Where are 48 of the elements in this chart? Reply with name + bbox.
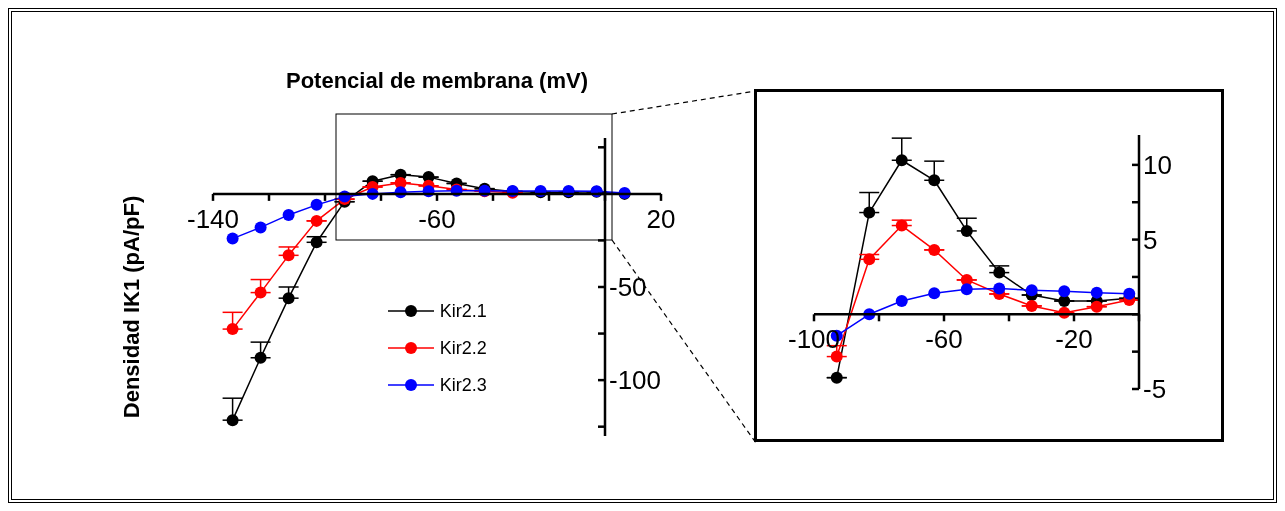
point <box>254 286 267 299</box>
point <box>830 371 843 384</box>
point <box>310 236 323 249</box>
point <box>310 198 323 211</box>
point <box>254 221 267 234</box>
point <box>254 351 267 364</box>
point <box>1090 300 1103 313</box>
point <box>1058 285 1071 298</box>
x-tick-label: -20 <box>1055 324 1093 355</box>
point <box>928 174 941 187</box>
x-tick-label: 20 <box>646 203 676 234</box>
x-axis-title: Potencial de membrana (mV) <box>285 68 589 94</box>
y-tick-label: -5 <box>1143 374 1167 404</box>
x-tick-label: -100 <box>787 324 841 355</box>
point <box>282 249 295 262</box>
point <box>928 243 941 256</box>
point <box>863 253 876 266</box>
point <box>310 214 323 227</box>
point <box>863 206 876 219</box>
point <box>226 323 239 336</box>
point <box>282 208 295 221</box>
point <box>895 295 908 307</box>
point <box>993 282 1006 295</box>
point <box>993 266 1006 279</box>
point <box>1025 299 1038 312</box>
point <box>1090 286 1103 299</box>
legend-label: Kir2.3 <box>439 374 487 396</box>
legend-label: Kir2.2 <box>439 337 487 359</box>
x-tick-label: -60 <box>925 324 963 355</box>
point <box>226 414 239 427</box>
point <box>960 224 973 237</box>
point <box>895 219 908 232</box>
y-tick-label: 5 <box>1143 224 1158 255</box>
point <box>830 350 843 363</box>
point <box>282 292 295 305</box>
y-tick-label: 10 <box>1143 149 1172 180</box>
legend-label: Kir2.1 <box>439 300 487 322</box>
x-tick-label: -60 <box>418 203 456 234</box>
point <box>895 154 908 167</box>
point <box>1025 284 1038 297</box>
x-tick-label: -140 <box>186 203 240 234</box>
point <box>1058 295 1071 307</box>
point <box>960 283 973 296</box>
point <box>928 287 941 300</box>
point <box>1123 287 1136 300</box>
y-tick-label: -50 <box>609 272 647 302</box>
point <box>226 232 239 245</box>
y-axis-title: Densidad IK1 (pA/pF) <box>119 195 144 419</box>
